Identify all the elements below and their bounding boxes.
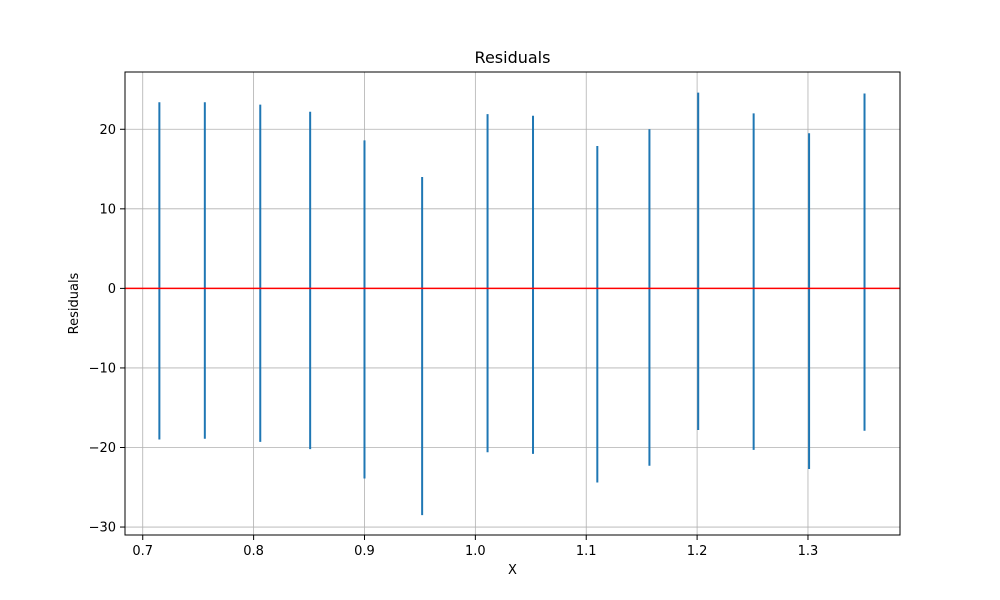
x-tick-label: 1.2: [687, 544, 708, 559]
x-tick-label: 1.0: [465, 544, 486, 559]
x-tick-label: 0.8: [243, 544, 264, 559]
y-tick-label: −20: [89, 441, 116, 456]
x-axis-label: X: [508, 563, 517, 578]
chart-title: Residuals: [475, 48, 551, 67]
x-tick-label: 0.7: [132, 544, 153, 559]
x-tick-label: 1.3: [798, 544, 819, 559]
y-tick-label: 10: [99, 202, 116, 217]
y-axis-label: Residuals: [67, 272, 82, 334]
tick-layer: 0.7 0.8 0.9 1.0 1.1 1.2 1.3 −30 −20 −10 0 10 20: [89, 123, 819, 559]
grid-layer: [125, 72, 900, 535]
x-tick-label: 1.1: [576, 544, 597, 559]
x-tick-label: 0.9: [354, 544, 375, 559]
y-tick-label: 0: [108, 282, 116, 297]
y-tick-label: −10: [89, 361, 116, 376]
y-tick-label: −30: [89, 521, 116, 536]
y-tick-label: 20: [99, 123, 116, 138]
data-layer: [158, 92, 866, 516]
plot-frame: [124, 71, 901, 536]
